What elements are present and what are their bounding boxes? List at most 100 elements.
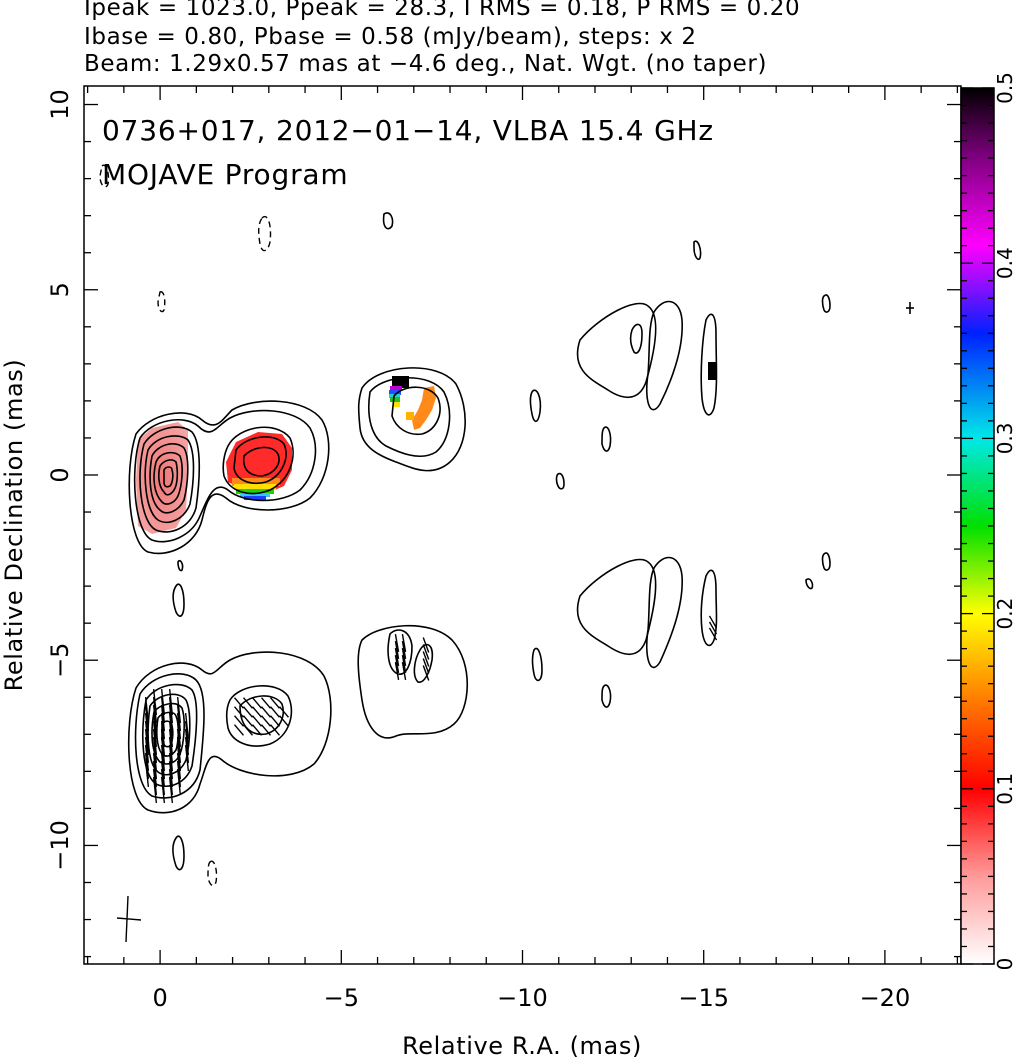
- jet1-pol-yellow: [234, 484, 276, 490]
- evpa-stick: [168, 720, 174, 748]
- evpa-stick: [278, 715, 290, 727]
- jet2-pol-magenta: [390, 386, 402, 391]
- evpa-stick: [168, 744, 174, 772]
- evpa-stick: [394, 641, 400, 659]
- y-tick-label: 0: [46, 467, 74, 482]
- evpa-stick: [160, 712, 166, 740]
- evpa-stick: [160, 688, 166, 716]
- evpa-stick: [176, 736, 182, 764]
- evpa-stick: [422, 637, 430, 653]
- evpa-stick: [168, 696, 174, 724]
- evpa-stick: [144, 696, 150, 724]
- y-tick-label: 5: [46, 282, 74, 297]
- jet2-pol-yellow: [394, 402, 400, 407]
- x-tick-label: −20: [860, 984, 911, 1012]
- evpa-stick: [144, 712, 150, 740]
- beam-marker: [116, 895, 142, 943]
- evpa-stick: [401, 634, 407, 652]
- evpa-stick: [144, 720, 150, 748]
- evpa-stick: [260, 724, 272, 736]
- evpa-stick: [422, 651, 430, 667]
- evpa-stick: [168, 728, 174, 756]
- evpa-stick: [233, 715, 245, 727]
- chart-title: 0736+017, 2012−01−14, VLBA 15.4 GHz: [102, 114, 714, 147]
- polarization-color-patches: [136, 362, 716, 534]
- evpa-stick: [152, 728, 158, 756]
- evpa-stick: [269, 697, 281, 709]
- evpa-stick: [168, 760, 174, 788]
- evpa-stick: [160, 736, 166, 764]
- header-line-1: Ipeak = 1023.0, Ppeak = 28.3, I RMS = 0.…: [84, 0, 801, 21]
- evpa-stick: [401, 662, 407, 680]
- colorbar-tick-label: 0.1: [993, 773, 1017, 805]
- evpa-stick: [401, 655, 407, 673]
- jet2-pol-orange2: [406, 412, 414, 420]
- evpa-stick: [176, 704, 182, 732]
- evpa-stick: [168, 736, 174, 764]
- colorbar-tick-label: 0.2: [993, 598, 1017, 630]
- evpa-stick: [168, 688, 174, 716]
- evpa-stick: [233, 724, 245, 736]
- header-line-2: Ibase = 0.80, Pbase = 0.58 (mJy/beam), s…: [84, 24, 697, 50]
- evpa-stick: [184, 736, 190, 764]
- evpa-stick: [394, 662, 400, 680]
- evpa-stick: [168, 704, 174, 732]
- evpa-stick: [708, 621, 718, 635]
- evpa-stick: [242, 715, 254, 727]
- evpa-stick: [144, 704, 150, 732]
- y-axis-ticks: 10 5 0 −5 −10: [46, 89, 961, 958]
- evpa-stick: [168, 752, 174, 780]
- header-line-3: Beam: 1.29x0.57 mas at −4.6 deg., Nat. W…: [84, 51, 768, 77]
- evpa-stick: [160, 720, 166, 748]
- colorbar-tick-label: 0.5: [993, 72, 1017, 104]
- evpa-stick: [708, 615, 718, 629]
- evpa-stick: [160, 752, 166, 780]
- colorbar-ticks: 0 0.1 0.2 0.3 0.4 0.5: [961, 72, 1017, 970]
- evpa-stick: [160, 704, 166, 732]
- plot-frame: [83, 85, 962, 965]
- x-tick-label: −10: [497, 984, 548, 1012]
- jet1-pol-cyan: [240, 493, 270, 497]
- evpa-stick: [242, 724, 254, 736]
- x-axis-ticks: 0 −5 −10 −15 −20: [86, 86, 959, 1012]
- evpa-stick: [269, 715, 281, 727]
- evpa-stick: [251, 706, 263, 718]
- evpa-stick: [184, 712, 190, 740]
- colorbar-tick-label: 0.3: [993, 422, 1017, 454]
- evpa-stick: [260, 715, 272, 727]
- evpa-stick: [152, 696, 158, 724]
- evpa-stick: [233, 697, 245, 709]
- evpa-stick: [144, 728, 150, 756]
- evpa-stick: [251, 724, 263, 736]
- y-axis-label: Relative Declination (mas): [0, 359, 28, 692]
- x-tick-label: −5: [324, 984, 359, 1012]
- evpa-stick: [233, 706, 245, 718]
- evpa-stick: [160, 768, 166, 796]
- x-tick-label: 0: [152, 984, 167, 1012]
- evpa-stick: [152, 776, 158, 804]
- evpa-stick: [394, 648, 400, 666]
- evpa-stick: [394, 655, 400, 673]
- evpa-stick: [269, 724, 281, 736]
- evpa-stick: [184, 728, 190, 756]
- evpa-stick: [152, 768, 158, 796]
- evpa-stick: [160, 776, 166, 804]
- evpa-stick: [144, 736, 150, 764]
- evpa-stick: [144, 744, 150, 772]
- evpa-stick: [160, 760, 166, 788]
- evpa-stick: [184, 744, 190, 772]
- evpa-stick: [708, 627, 718, 641]
- x-tick-label: −15: [678, 984, 729, 1012]
- chart-subtitle: MOJAVE Program: [102, 158, 348, 191]
- evpa-stick: [176, 744, 182, 772]
- evpa-stick: [242, 697, 254, 709]
- evpa-stick: [176, 696, 182, 724]
- evpa-stick: [260, 706, 272, 718]
- evpa-stick: [152, 688, 158, 716]
- evpa-stick: [168, 768, 174, 796]
- evpa-stick: [176, 720, 182, 748]
- evpa-stick: [260, 697, 272, 709]
- evpa-stick: [278, 706, 290, 718]
- evpa-stick: [176, 712, 182, 740]
